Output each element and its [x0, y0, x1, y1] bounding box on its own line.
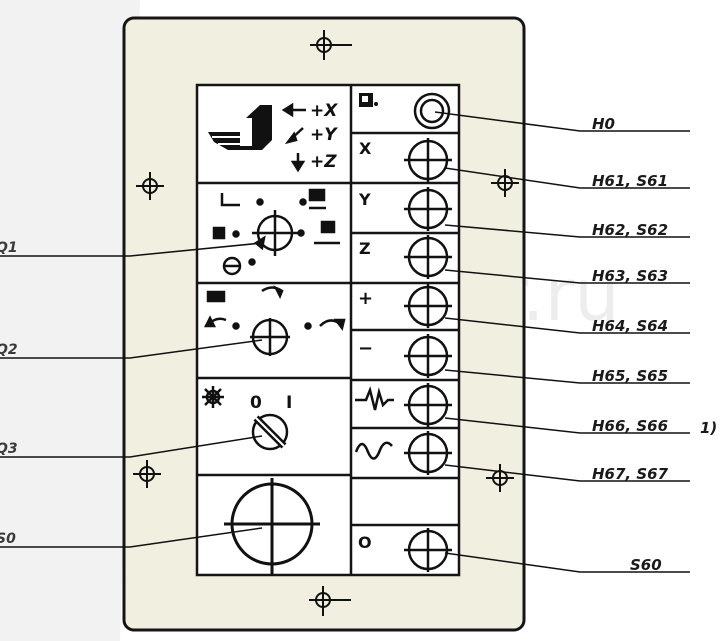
callout-h0: H0	[592, 115, 615, 133]
button-start[interactable]	[404, 528, 452, 572]
row-label-o: O	[358, 533, 372, 552]
callout-h61: H61, S61	[592, 172, 668, 190]
button-minus[interactable]	[404, 334, 452, 378]
callout-h67: H67, S67	[592, 465, 669, 483]
switch-on-label: I	[286, 393, 292, 413]
callout-s60: S60	[630, 556, 662, 574]
axis-label-y: +Y	[310, 125, 338, 145]
coolant-switch[interactable]	[251, 413, 289, 451]
row-label-x: X	[359, 139, 372, 158]
mount-mark-bottom	[309, 586, 351, 616]
button-y[interactable]	[404, 187, 452, 231]
button-plus[interactable]	[404, 284, 452, 328]
main-stop-button[interactable]	[224, 478, 320, 574]
row-label-plus: +	[358, 288, 373, 309]
callout-h63: H63, S63	[592, 267, 668, 285]
mount-mark-right-top	[491, 169, 519, 197]
callout-q1: Q1	[0, 240, 18, 256]
callout-h66: H66, S66	[592, 417, 668, 435]
callout-h65: H65, S65	[592, 367, 668, 385]
mode-selector-icon	[212, 188, 340, 276]
rotation-selector-knob[interactable]	[250, 318, 290, 356]
button-rapid[interactable]	[404, 383, 452, 427]
machine-axes-icon	[208, 105, 272, 150]
row-label-minus: −	[358, 338, 373, 359]
leader-lines-left	[0, 242, 263, 548]
rotation-selector-icon	[203, 285, 346, 331]
axis-label-z: +Z	[310, 152, 337, 172]
wave-icon	[354, 441, 393, 460]
mount-mark-left-top	[136, 172, 164, 200]
callout-h64: H64, S64	[592, 317, 668, 335]
callout-q2: Q2	[0, 342, 18, 358]
rapid-icon	[355, 385, 394, 411]
axis-arrows	[281, 102, 306, 173]
button-z[interactable]	[404, 235, 452, 279]
leader-lines-right	[434, 111, 690, 573]
switch-off-label: 0	[250, 393, 262, 413]
lamp-icon	[359, 93, 378, 107]
mount-mark-top	[310, 30, 352, 60]
row-label-y: Y	[358, 190, 371, 209]
callout-s0: S0	[0, 531, 16, 547]
callout-q3: Q3	[0, 441, 18, 457]
button-feed[interactable]	[404, 431, 452, 475]
footnote-mark: 1)	[700, 419, 717, 437]
lamp-h0	[413, 92, 451, 130]
inner-frame	[195, 83, 461, 577]
mount-mark-left-bottom	[133, 460, 161, 488]
button-x[interactable]	[404, 138, 452, 182]
axis-label-x: +X	[310, 101, 338, 121]
mode-selector-knob[interactable]	[252, 210, 298, 256]
callout-h62: H62, S62	[592, 221, 668, 239]
row-label-z: Z	[359, 239, 371, 258]
coolant-icon	[202, 386, 224, 408]
